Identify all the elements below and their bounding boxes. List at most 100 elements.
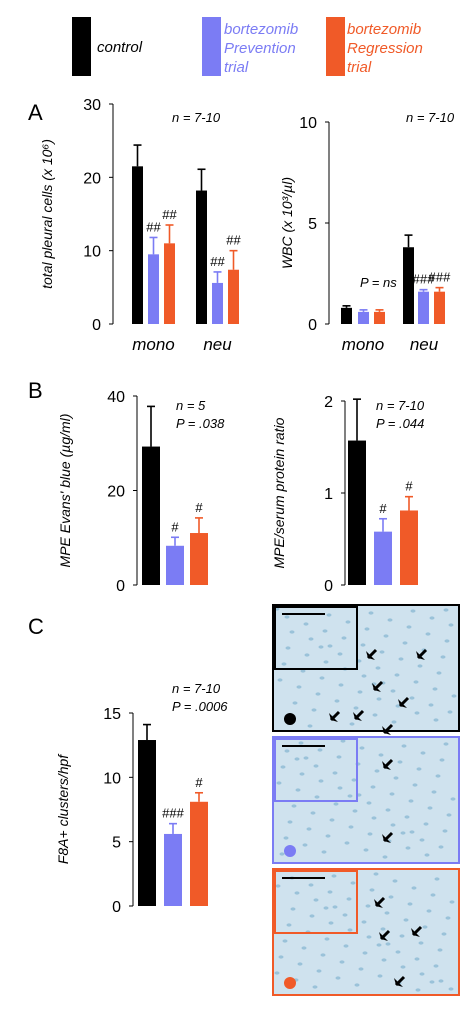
bar-regression [228,269,239,324]
tissue-speckle [388,895,394,899]
y-tick-label: 10 [103,770,121,787]
tissue-speckle [334,699,340,703]
tissue-speckle [353,706,359,710]
tissue-speckle [291,804,297,808]
panel-label-b: B [28,378,43,403]
inset-box [274,606,358,670]
category-label: neu [410,335,439,354]
inset-box [274,738,358,802]
tissue-speckle [344,841,350,845]
tissue-speckle [409,830,415,834]
tissue-speckle [402,641,408,645]
tissue-speckle [325,834,331,838]
tissue-speckle [400,965,406,969]
micrograph-border [272,604,460,732]
tissue-speckle [309,914,315,918]
tissue-speckle [323,906,329,910]
y-tick-label: 0 [116,578,125,595]
tissue-speckle [417,664,423,668]
tissue-speckle [364,627,370,631]
tissue-speckle [319,676,325,680]
tissue-speckle [449,900,455,904]
tissue-speckle [348,825,354,829]
tissue-speckle [434,877,440,881]
tissue-speckle [336,755,342,759]
tissue-speckle [420,751,426,755]
tissue-speckle [331,874,337,878]
bar-regression [190,801,208,906]
significance-label: ### [413,272,435,287]
tissue-speckle [404,815,410,819]
significance-label: ### [162,806,184,821]
arrowhead-icon [353,712,362,721]
tissue-speckle [441,932,447,936]
tissue-speckle [415,988,421,992]
panel-label-a: A [28,100,43,125]
tissue-speckle [443,742,449,746]
y-axis-title: WBC (x 10³/µl) [279,177,295,269]
tissue-speckle [387,618,393,622]
bar-regression [434,291,445,324]
arrowhead-icon [379,932,388,941]
tissue-speckle [303,756,309,760]
tissue-speckle [427,806,433,810]
annotation: n = 7-10 [376,398,425,413]
y-tick-label: 20 [83,170,101,187]
y-tick-label: 10 [83,244,101,261]
tissue-speckle [316,969,322,973]
tissue-speckle [286,923,292,927]
bar-prevention [166,545,184,585]
tissue-speckle [378,753,384,757]
bar-regression [190,533,208,585]
tissue-speckle [351,778,357,782]
tissue-speckle [321,850,327,854]
tissue-speckle [284,749,290,753]
tissue-speckle [446,813,452,817]
tissue-speckle [399,934,405,938]
tissue-speckle [407,902,413,906]
tissue-speckle [380,927,386,931]
tissue-speckle [327,890,333,894]
tissue-speckle [299,772,305,776]
tissue-speckle [347,928,353,932]
tissue-speckle [433,718,439,722]
chart-a2: 0 5 10 WBC (x 10³/µl) ###### mono neu n = 7-10 P… [279,110,455,354]
significance-label: # [405,479,413,494]
tissue-speckle [312,985,318,989]
tissue-speckle [442,829,448,833]
annotation: n = 5 [176,398,206,413]
y-axis-title: F8A+ clusters/hpf [55,753,71,864]
chart-b1: 0 20 40 MPE Evans' blue (µg/ml) # # n = 5 P = .… [57,389,225,595]
significance-label: ## [226,233,241,248]
tissue-speckle [357,690,363,694]
tissue-speckle [390,823,396,827]
bar-control [132,166,143,324]
legend-swatch-prevention [202,17,221,76]
tissue-speckle [429,980,435,984]
tissue-speckle [349,722,355,726]
tissue-speckle [370,785,376,789]
significance-label: # [195,775,203,790]
tissue-speckle [311,708,317,712]
tissue-speckle [318,779,324,783]
tissue-speckle [274,971,280,975]
bar-regression [164,243,175,324]
tissue-speckle [438,979,444,983]
tissue-speckle [328,921,334,925]
tissue-speckle [435,774,441,778]
group-marker-dot [284,845,296,857]
annotation: P = ns [360,275,397,290]
annotation: P = .044 [376,416,424,431]
legend-swatch-control [72,17,91,76]
tissue-speckle [296,685,302,689]
tissue-speckle [433,964,439,968]
y-axis-title: MPE Evans' blue (µg/ml) [57,414,73,568]
tissue-speckle [314,795,320,799]
bar-control [403,247,414,324]
tissue-speckle [439,758,445,762]
tissue-speckle [304,653,310,657]
annotation: P = .0006 [172,699,228,714]
tissue-speckle [448,987,454,991]
tissue-speckle [401,744,407,748]
tissue-speckle [323,660,329,664]
